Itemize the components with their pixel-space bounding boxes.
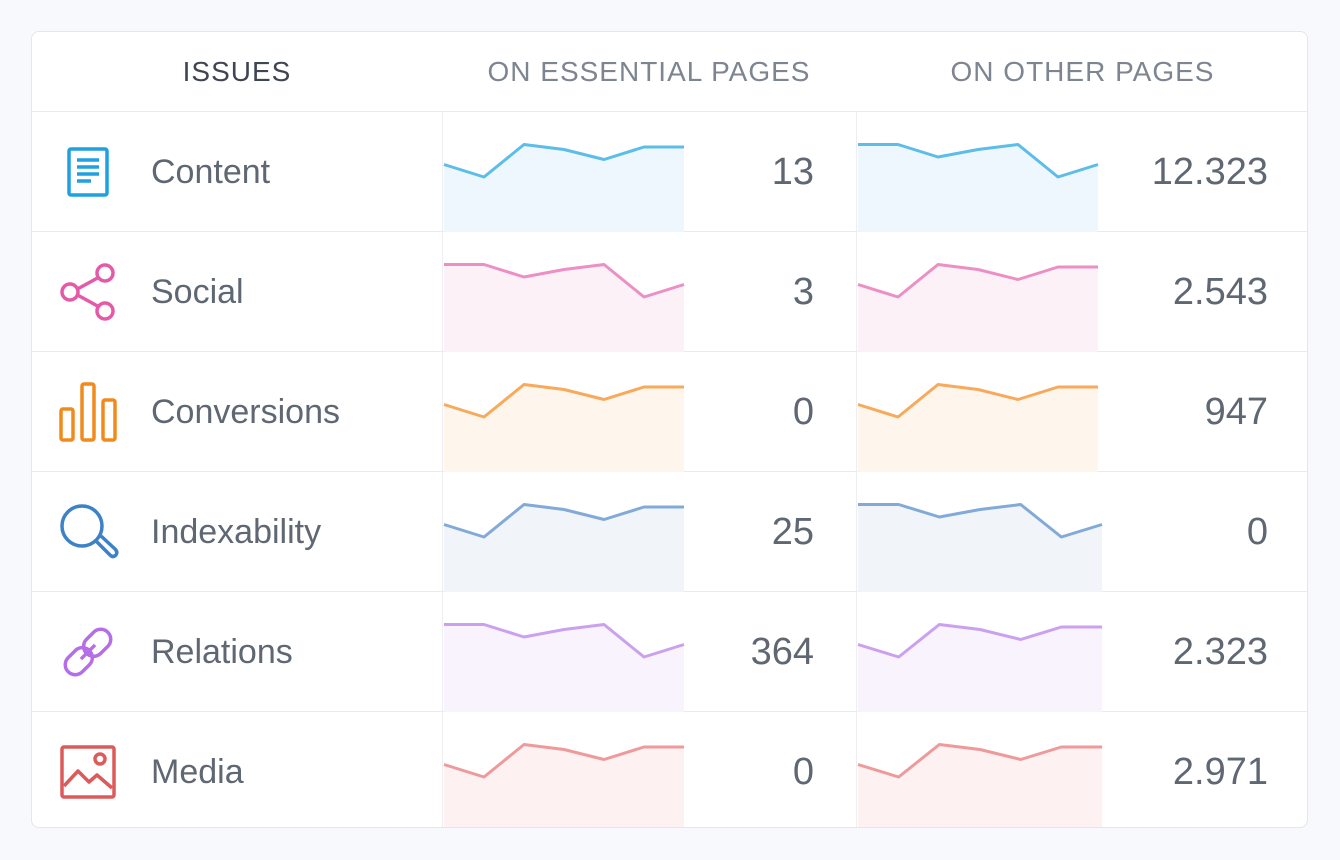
other-sparkline xyxy=(857,623,1102,712)
image-icon xyxy=(56,742,120,802)
sparkline-line xyxy=(857,383,1098,419)
essential-sparkline xyxy=(443,743,684,827)
issue-label: Relations xyxy=(151,633,293,671)
other-pages-count: 947 xyxy=(1204,391,1268,433)
sparkline-area xyxy=(858,144,1098,232)
sparkline-area xyxy=(858,624,1102,712)
sparkline-area xyxy=(444,624,684,712)
sparkline-line xyxy=(443,503,684,539)
share-icon xyxy=(56,262,120,322)
essential-sparkline xyxy=(443,383,684,472)
essential-pages-count: 0 xyxy=(792,391,814,433)
essential-pages-count: 25 xyxy=(771,511,814,553)
issue-row-media[interactable]: Media 0 2.971 xyxy=(32,712,1307,827)
sparkline-line xyxy=(444,263,685,299)
other-sparkline xyxy=(857,383,1098,472)
link-icon xyxy=(56,622,120,682)
sparkline-area xyxy=(444,144,684,232)
sparkline-area xyxy=(444,504,684,592)
other-sparkline xyxy=(857,263,1098,352)
issue-row-conversions[interactable]: Conversions 0 947 xyxy=(32,352,1307,472)
other-sparkline xyxy=(857,743,1102,827)
issue-row-content[interactable]: Content 13 12.323 xyxy=(32,112,1307,232)
other-pages-count: 0 xyxy=(1246,511,1268,553)
sparkline-line xyxy=(443,383,684,419)
sparkline-line xyxy=(858,503,1103,539)
issue-row-indexability[interactable]: Indexability 25 0 xyxy=(32,472,1307,592)
issue-label: Content xyxy=(151,153,271,191)
table-header: ISSUES ON ESSENTIAL PAGES ON OTHER PAGES xyxy=(32,32,1307,112)
essential-sparkline xyxy=(443,503,684,592)
sparkline-area xyxy=(444,264,684,352)
other-sparkline xyxy=(858,503,1103,592)
sparkline-area xyxy=(858,384,1098,472)
search-icon xyxy=(56,502,120,562)
other-pages-count: 2.323 xyxy=(1172,631,1268,673)
other-pages-count: 2.543 xyxy=(1172,271,1268,313)
essential-sparkline xyxy=(444,263,685,352)
sparkline-line xyxy=(444,623,685,659)
sparkline-line xyxy=(443,143,684,179)
issue-label: Media xyxy=(151,753,244,791)
sparkline-area xyxy=(444,384,684,472)
sparkline-area xyxy=(858,264,1098,352)
sparkline-line xyxy=(858,143,1099,179)
column-header-essential-pages[interactable]: ON ESSENTIAL PAGES xyxy=(487,56,811,87)
bar-chart-icon xyxy=(56,382,120,442)
column-header-other-pages[interactable]: ON OTHER PAGES xyxy=(950,56,1215,87)
essential-pages-count: 364 xyxy=(750,631,814,673)
other-pages-count: 12.323 xyxy=(1151,151,1268,193)
issue-label: Conversions xyxy=(151,393,340,431)
essential-pages-count: 0 xyxy=(792,751,814,793)
sparkline-area xyxy=(858,744,1102,827)
sparkline-line xyxy=(443,743,684,779)
sparkline-line xyxy=(857,743,1102,779)
column-header-issues[interactable]: ISSUES xyxy=(182,56,292,87)
sparkline-area xyxy=(444,744,684,827)
issue-label: Indexability xyxy=(151,513,322,551)
other-pages-count: 2.971 xyxy=(1172,751,1268,793)
issue-row-relations[interactable]: Relations 364 2.323 xyxy=(32,592,1307,712)
essential-sparkline xyxy=(443,143,684,232)
sparkline-area xyxy=(858,504,1102,592)
essential-pages-count: 13 xyxy=(771,151,814,193)
document-icon xyxy=(56,142,120,202)
sparkline-line xyxy=(857,623,1102,659)
issues-table: ISSUES ON ESSENTIAL PAGES ON OTHER PAGES… xyxy=(31,31,1308,828)
sparkline-line xyxy=(857,263,1098,299)
issue-label: Social xyxy=(151,273,244,311)
essential-pages-count: 3 xyxy=(792,271,814,313)
essential-sparkline xyxy=(444,623,685,712)
other-sparkline xyxy=(858,143,1099,232)
issue-row-social[interactable]: Social 3 2.543 xyxy=(32,232,1307,352)
